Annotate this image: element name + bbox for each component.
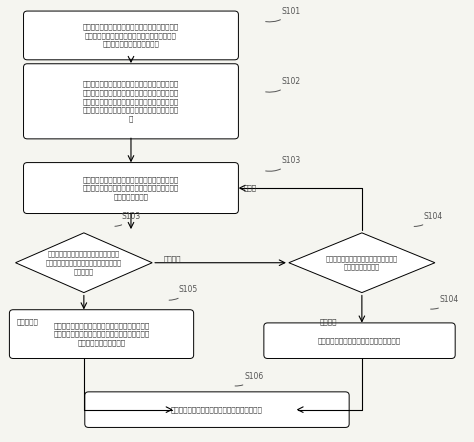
Text: 判断所述虚拟相机的视角下的目标点在各
当前选取的最接近的所述监控相机的视角下
是否被遮挡: 判断所述虚拟相机的视角下的目标点在各 当前选取的最接近的所述监控相机的视角下 是… [46, 251, 122, 274]
Text: 若被遮挡: 若被遮挡 [164, 255, 182, 262]
Text: S102: S102 [265, 77, 301, 92]
Text: 依据当前选取的最接近的所述监控相机的视频解析
图像中对应所述目标点的像素颜色对所述虚拟相机
视角下的目标点进行渲染: 依据当前选取的最接近的所述监控相机的视频解析 图像中对应所述目标点的像素颜色对所… [54, 322, 150, 346]
FancyBboxPatch shape [24, 11, 238, 60]
Text: 在所述三维场景模型中分别对各所述监控相机的视
角下的三维场景进行渲染以得到对应各所述监控相
机的监控深度图像: 在所述三维场景模型中分别对各所述监控相机的视 角下的三维场景进行渲染以得到对应各… [83, 176, 179, 200]
Text: 在所述三维场景模型中分别对各所述监控相机的视
角下的三维场景进行渲染以得到对应各所述监控相
机的监控深度图像，以及对应虚拟相机的视角下的
三维场景进行渲染以得到: 在所述三维场景模型中分别对各所述监控相机的视 角下的三维场景进行渲染以得到对应各… [83, 81, 179, 122]
FancyBboxPatch shape [24, 64, 238, 139]
Text: 若存在: 若存在 [244, 185, 257, 191]
FancyBboxPatch shape [9, 310, 194, 358]
Polygon shape [16, 233, 152, 293]
FancyBboxPatch shape [24, 163, 238, 213]
Text: S101: S101 [265, 7, 301, 22]
FancyBboxPatch shape [85, 392, 349, 427]
Polygon shape [289, 233, 435, 293]
Text: 判断是否存在下一个与所述虚拟相机的视
角最接近的监控相机: 判断是否存在下一个与所述虚拟相机的视 角最接近的监控相机 [326, 255, 398, 271]
Text: 获取多个监控相机的内外参数、及视频数据，据以
形成对应各帧的三维场景模型、及对应所述三维
场景模型的场景模型纹色贴图: 获取多个监控相机的内外参数、及视频数据，据以 形成对应各帧的三维场景模型、及对应… [83, 23, 179, 47]
FancyBboxPatch shape [264, 323, 455, 358]
Text: 若未被遮挡: 若未被遮挡 [17, 319, 39, 325]
Text: S103: S103 [115, 212, 141, 226]
Text: S104: S104 [414, 212, 442, 226]
Text: S106: S106 [235, 372, 264, 386]
Text: 最终得到对应各帧的经完整渲染的三维场景模型: 最终得到对应各帧的经完整渲染的三维场景模型 [171, 406, 263, 413]
Text: 依据所述场景颜色贴图的像素颜色进行渲染: 依据所述场景颜色贴图的像素颜色进行渲染 [318, 337, 401, 344]
Text: S103: S103 [265, 156, 301, 171]
Text: 若不存在: 若不存在 [319, 319, 337, 325]
Text: S105: S105 [169, 285, 197, 300]
Text: S104: S104 [430, 295, 459, 309]
